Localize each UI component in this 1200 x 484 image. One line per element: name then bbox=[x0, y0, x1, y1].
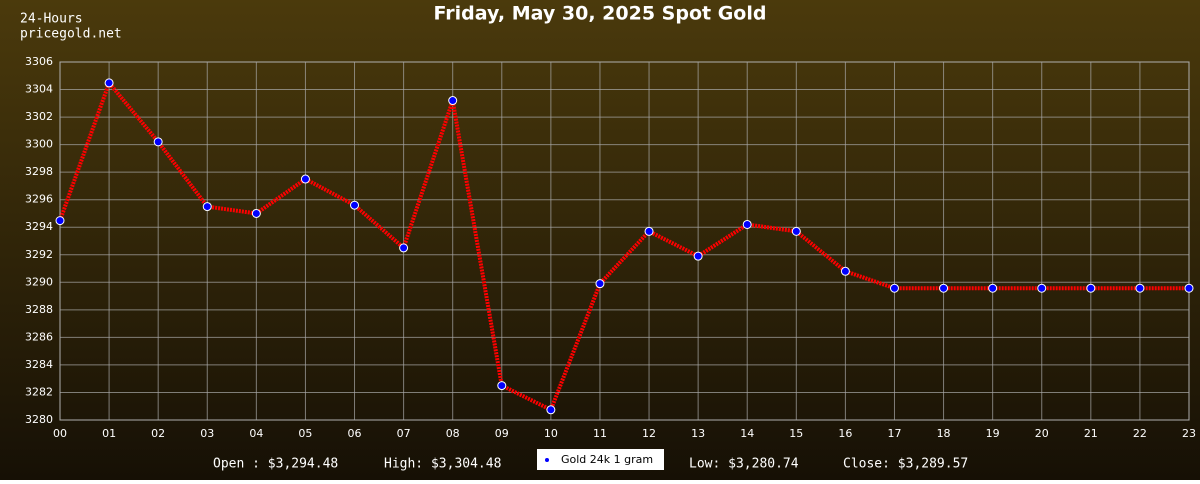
x-tick-label: 09 bbox=[495, 427, 509, 440]
y-tick-label: 3280 bbox=[25, 413, 53, 426]
y-tick-label: 3300 bbox=[25, 138, 53, 151]
stat-text: Open : $3,294.48 bbox=[213, 457, 338, 472]
x-tick-label: 19 bbox=[986, 427, 1000, 440]
x-tick-label: 08 bbox=[446, 427, 460, 440]
data-point bbox=[595, 279, 605, 289]
data-point bbox=[1086, 283, 1096, 293]
stat-text: High: $3,304.48 bbox=[384, 457, 501, 472]
y-tick-label: 3304 bbox=[25, 83, 53, 96]
data-point bbox=[546, 405, 556, 415]
x-tick-label: 20 bbox=[1035, 427, 1049, 440]
data-point bbox=[1135, 283, 1145, 293]
x-tick-label: 22 bbox=[1133, 427, 1147, 440]
data-point bbox=[644, 226, 654, 236]
y-tick-label: 3288 bbox=[25, 303, 53, 316]
x-tick-label: 00 bbox=[53, 427, 67, 440]
x-tick-label: 07 bbox=[397, 427, 411, 440]
y-tick-label: 3292 bbox=[25, 248, 53, 261]
y-tick-label: 3290 bbox=[25, 275, 53, 288]
data-point bbox=[350, 200, 360, 210]
data-point bbox=[988, 283, 998, 293]
legend-label: Gold 24k 1 gram bbox=[561, 453, 653, 466]
data-point bbox=[104, 78, 114, 88]
x-tick-label: 05 bbox=[298, 427, 312, 440]
y-tick-label: 3306 bbox=[25, 55, 53, 68]
y-tick-label: 3298 bbox=[25, 165, 53, 178]
x-tick-label: 12 bbox=[642, 427, 656, 440]
x-tick-label: 18 bbox=[937, 427, 951, 440]
data-point bbox=[1184, 283, 1194, 293]
legend-marker bbox=[545, 458, 549, 462]
x-tick-label: 04 bbox=[249, 427, 263, 440]
y-tick-label: 3282 bbox=[25, 385, 53, 398]
data-point bbox=[448, 96, 458, 106]
x-tick-label: 06 bbox=[348, 427, 362, 440]
stat-text: Low: $3,280.74 bbox=[689, 457, 799, 472]
x-tick-label: 16 bbox=[838, 427, 852, 440]
x-tick-label: 15 bbox=[789, 427, 803, 440]
data-point bbox=[693, 251, 703, 261]
x-tick-label: 11 bbox=[593, 427, 607, 440]
x-tick-label: 02 bbox=[151, 427, 165, 440]
data-point bbox=[202, 202, 212, 212]
data-point bbox=[55, 216, 65, 226]
y-tick-label: 3294 bbox=[25, 220, 53, 233]
x-tick-label: 23 bbox=[1182, 427, 1196, 440]
data-point bbox=[251, 208, 261, 218]
series-line bbox=[58, 78, 1189, 413]
y-tick-label: 3284 bbox=[25, 358, 53, 371]
x-tick-label: 13 bbox=[691, 427, 705, 440]
data-point bbox=[939, 283, 949, 293]
data-point bbox=[742, 219, 752, 229]
y-tick-label: 3286 bbox=[25, 330, 53, 343]
legend-box bbox=[537, 449, 664, 470]
y-tick-label: 3302 bbox=[25, 110, 53, 123]
data-point bbox=[300, 174, 310, 184]
data-point bbox=[153, 137, 163, 147]
stat-text: Close: $3,289.57 bbox=[843, 457, 968, 472]
x-tick-label: 21 bbox=[1084, 427, 1098, 440]
corner-text: pricegold.net bbox=[20, 27, 122, 42]
chart-title: Friday, May 30, 2025 Spot Gold bbox=[434, 3, 767, 25]
data-point bbox=[497, 381, 507, 391]
x-tick-label: 10 bbox=[544, 427, 558, 440]
data-point bbox=[889, 283, 899, 293]
data-point bbox=[840, 266, 850, 276]
data-point bbox=[1037, 283, 1047, 293]
data-point bbox=[399, 243, 409, 253]
x-tick-label: 14 bbox=[740, 427, 754, 440]
y-tick-label: 3296 bbox=[25, 193, 53, 206]
x-tick-label: 03 bbox=[200, 427, 214, 440]
x-tick-label: 01 bbox=[102, 427, 116, 440]
data-point bbox=[791, 226, 801, 236]
corner-text: 24-Hours bbox=[20, 12, 83, 27]
x-tick-label: 17 bbox=[887, 427, 901, 440]
